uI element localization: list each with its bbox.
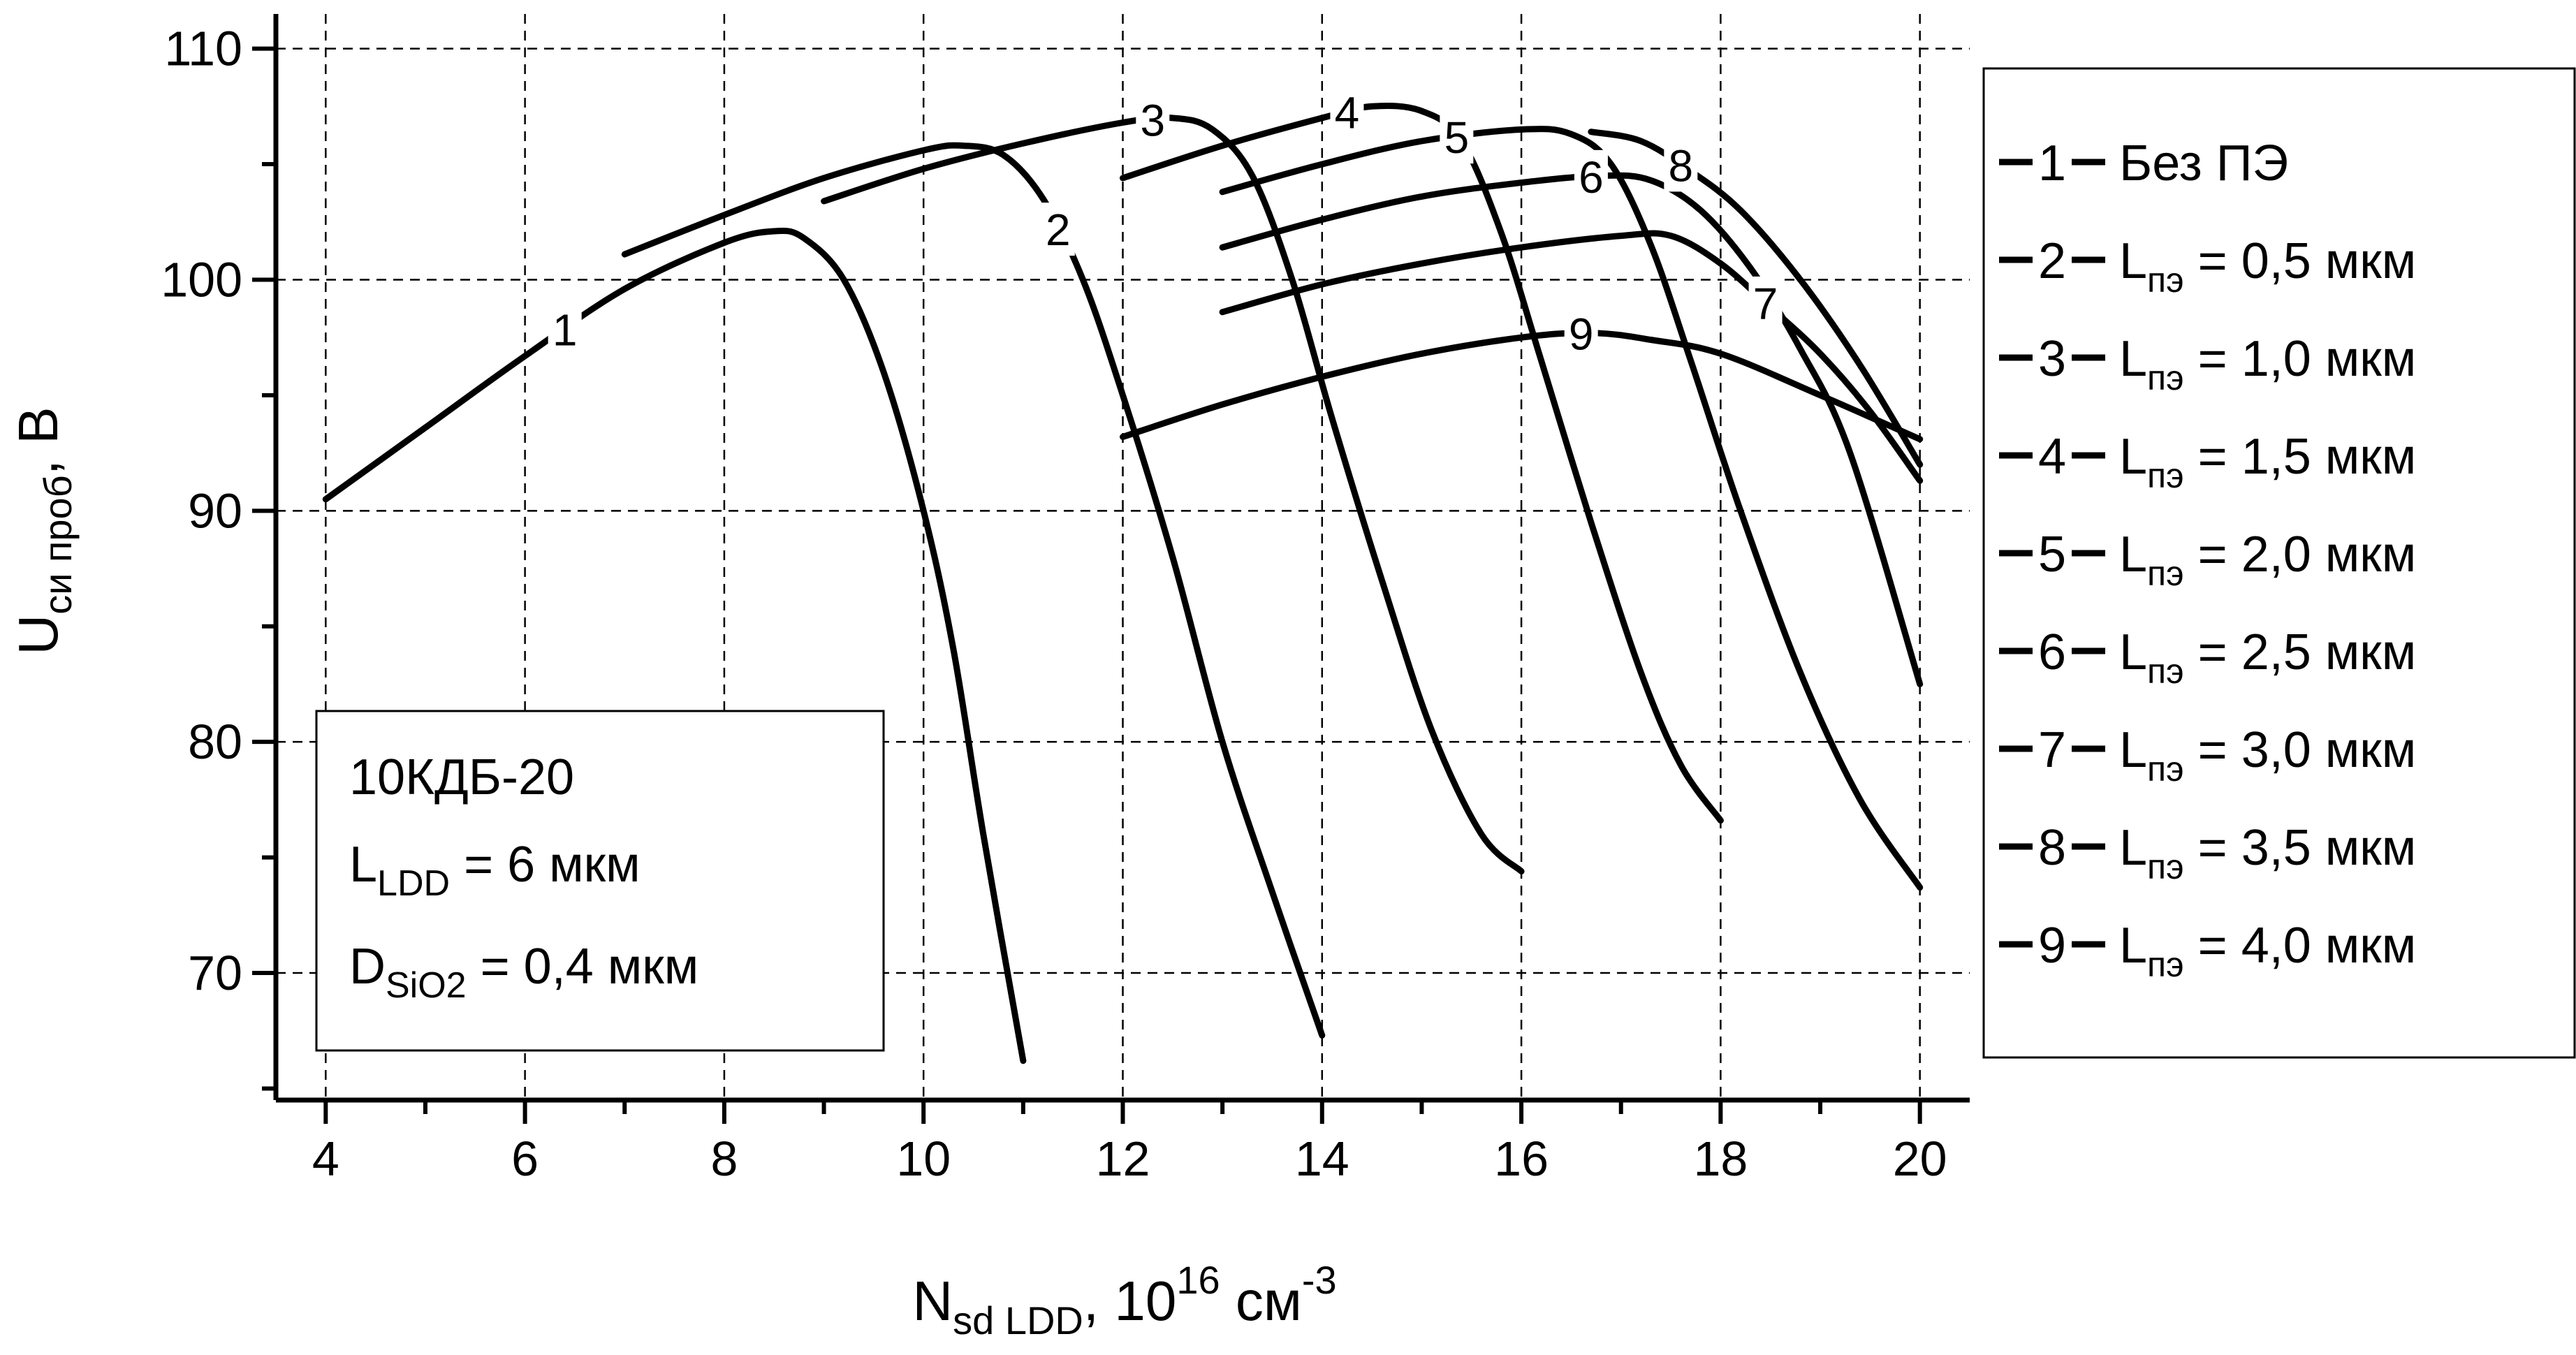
legend-label-8: Lпэ = 3,5 мкм [2119, 820, 2416, 886]
annotation-line-2: LLDD = 6 мкм [349, 837, 641, 904]
legend-number-9: 9 [2038, 918, 2066, 974]
y-tick-label: 100 [161, 252, 242, 307]
curve-label-bg-9 [1564, 307, 1598, 360]
legend-label-5: Lпэ = 2,0 мкм [2119, 527, 2416, 593]
x-tick-label: 18 [1693, 1131, 1748, 1186]
curve-label-bg-8 [1664, 138, 1698, 192]
annotation-box: 10КДБ-20 LLDD = 6 мкм DSiO2 = 0,4 мкм [315, 710, 885, 1052]
legend-items: 1 Без ПЭ 2 Lпэ = 0,5 мкм 3 Lпэ = 1,0 мкм 4 Lпэ … [1999, 136, 2416, 984]
x-tick-label: 10 [896, 1131, 951, 1186]
curve-labels: 1 2 3 4 5 6 7 8 9 [548, 85, 1783, 360]
curve-label-3: 3 [1140, 96, 1165, 146]
curve-2 [621, 142, 1326, 1039]
curve-7 [1219, 230, 1924, 484]
x-tick-label: 4 [312, 1131, 339, 1186]
y-tick-label: 80 [188, 715, 242, 769]
curve-label-bg-6 [1574, 149, 1608, 203]
legend-number-4: 4 [2038, 429, 2066, 485]
legend-number-2: 2 [2038, 233, 2066, 289]
legend-label-9: Lпэ = 4,0 мкм [2119, 918, 2416, 984]
curve-label-4: 4 [1335, 88, 1360, 138]
grid [276, 14, 1970, 1100]
curve-label-7: 7 [1753, 279, 1778, 329]
x-axis-title: Nsd LDD, 1016 см-3 [912, 1258, 1336, 1342]
legend-number-3: 3 [2038, 331, 2066, 387]
curve-label-bg-4 [1330, 85, 1364, 139]
ticks [252, 46, 1922, 1124]
curve-9 [1120, 330, 1924, 443]
curve-4 [1120, 102, 1724, 824]
legend: 1 Без ПЭ 2 Lпэ = 0,5 мкм 3 Lпэ = 1,0 мкм 4 Lпэ … [1982, 67, 2576, 1059]
legend-label-4: Lпэ = 1,5 мкм [2119, 429, 2416, 495]
curve-label-bg-2 [1041, 203, 1075, 256]
curve-label-bg-7 [1748, 276, 1783, 330]
y-axis-title: Uси проб, В [7, 406, 80, 654]
legend-number-8: 8 [2038, 820, 2066, 876]
legend-label-7: Lпэ = 3,0 мкм [2119, 722, 2416, 789]
curve-label-1: 1 [552, 305, 578, 355]
curve-1 [322, 227, 1027, 1064]
y-tick-label: 90 [188, 483, 242, 538]
annotation-line-1: 10КДБ-20 [349, 749, 574, 805]
legend-label-3: Lпэ = 1,0 мкм [2119, 331, 2416, 397]
curve-5 [1219, 126, 1924, 891]
x-tick-label: 16 [1494, 1131, 1549, 1186]
legend-label-2: Lпэ = 0,5 мкм [2119, 233, 2416, 300]
x-tick-label: 6 [511, 1131, 539, 1186]
curve-label-bg-5 [1440, 110, 1474, 164]
legend-label-6: Lпэ = 2,5 мкм [2119, 624, 2416, 691]
y-tick-label: 70 [188, 946, 242, 1000]
x-tick-label: 12 [1096, 1131, 1150, 1186]
legend-number-7: 7 [2038, 722, 2066, 778]
curve-8 [1588, 129, 1924, 468]
legend-label-1: Без ПЭ [2119, 136, 2288, 191]
curve-label-9: 9 [1569, 309, 1594, 360]
curve-3 [821, 114, 1525, 874]
annotation-line-3: DSiO2 = 0,4 мкм [349, 939, 698, 1006]
curve-label-bg-3 [1136, 93, 1170, 147]
x-tick-label: 20 [1893, 1131, 1947, 1186]
x-tick-label: 8 [710, 1131, 738, 1186]
legend-number-1: 1 [2038, 136, 2066, 191]
curve-label-bg-1 [548, 302, 582, 356]
curve-label-2: 2 [1046, 205, 1071, 255]
curve-label-5: 5 [1444, 112, 1470, 163]
curve-6 [1219, 172, 1924, 687]
legend-number-5: 5 [2038, 527, 2066, 583]
legend-number-6: 6 [2038, 624, 2066, 680]
curve-label-6: 6 [1579, 152, 1604, 203]
y-tick-label: 110 [164, 22, 242, 76]
curve-label-8: 8 [1669, 140, 1694, 191]
curves [322, 102, 1924, 1064]
x-tick-label: 14 [1295, 1131, 1349, 1186]
